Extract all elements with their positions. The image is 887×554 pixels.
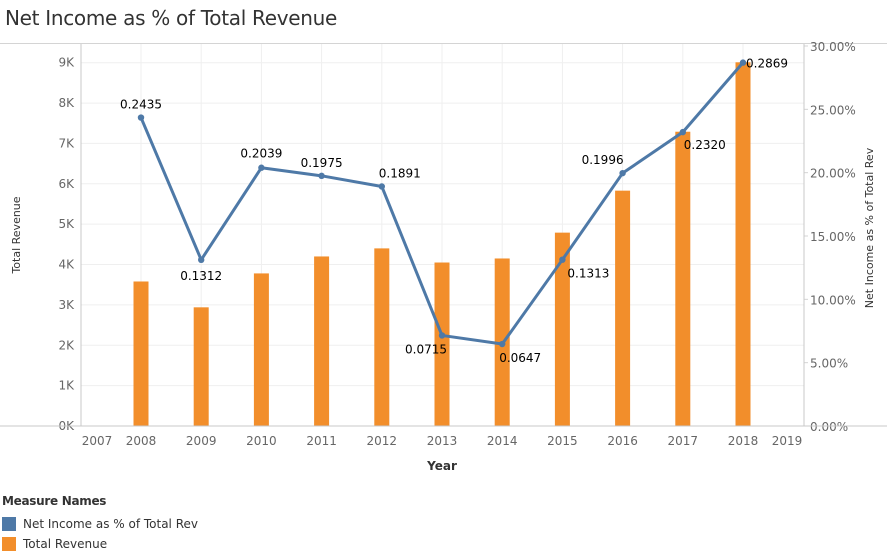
net-income-point — [378, 183, 385, 190]
revenue-bar — [554, 232, 570, 426]
revenue-bar — [253, 273, 269, 426]
net-income-line: 0.2435 0.1312 0.2039 0.1975 0.1891 0.0715 0.06… — [120, 57, 788, 365]
x-tick-label: 2011 — [306, 434, 337, 448]
data-label: 0.2039 — [240, 147, 282, 161]
y-right-tick-label: 20.00% — [810, 167, 856, 181]
data-label: 0.2435 — [120, 98, 162, 112]
y-left-tick-label: 2K — [58, 338, 75, 352]
revenue-bar — [314, 256, 330, 426]
data-label: 0.0647 — [499, 351, 541, 365]
legend-label: Total Revenue — [23, 537, 108, 551]
data-label: 0.2869 — [746, 57, 788, 71]
legend-label: Net Income as % of Total Rev — [23, 517, 198, 531]
data-label: 0.2320 — [684, 138, 726, 152]
y-right-tick-label: 15.00% — [810, 230, 856, 244]
y-right-tick-label: 0.00% — [810, 420, 848, 434]
data-label: 0.0715 — [405, 342, 447, 356]
y-left-tick-label: 5K — [58, 217, 75, 231]
y-right-tick-label: 10.00% — [810, 293, 856, 307]
legend-swatch-net-income — [2, 517, 16, 531]
y-left-tick-label: 8K — [58, 96, 75, 110]
x-tick-label: 2018 — [728, 434, 759, 448]
legend-title: Measure Names — [2, 494, 107, 508]
y-right-tick-label: 25.00% — [810, 103, 856, 117]
net-income-point — [318, 172, 325, 180]
y-left-tick-label: 9K — [58, 56, 75, 70]
data-label: 0.1996 — [582, 153, 624, 167]
net-income-point — [739, 59, 747, 66]
y-right-tick-label: 5.00% — [810, 357, 848, 371]
combo-chart: 0.2435 0.1312 0.2039 0.1975 0.1891 0.0715 0.06… — [0, 40, 887, 473]
y-left-tick-label: 6K — [58, 177, 75, 191]
x-tick-label: 2015 — [547, 434, 578, 448]
x-tick-label: 2016 — [607, 434, 638, 448]
net-income-point — [499, 340, 506, 348]
title-divider — [0, 43, 887, 44]
axes: 0K1K2K3K4K5K6K7K8K9K0.00%5.00%10.00%15.0… — [0, 40, 887, 448]
revenue-bar — [133, 281, 149, 426]
y-axis-right-title: Net Income as % of Total Rev — [863, 147, 876, 308]
revenue-bar — [193, 307, 209, 426]
legend: Measure Names Net Income as % of Total R… — [2, 494, 198, 554]
revenue-bar — [735, 62, 751, 427]
legend-item-total-revenue[interactable]: Total Revenue — [2, 534, 198, 554]
y-left-tick-label: 3K — [58, 298, 75, 312]
data-label: 0.1975 — [301, 156, 343, 170]
revenue-bar — [675, 131, 691, 427]
legend-item-net-income[interactable]: Net Income as % of Total Rev — [2, 514, 198, 534]
revenue-bar — [374, 248, 390, 426]
chart-title: Net Income as % of Total Revenue — [5, 6, 338, 30]
x-axis-title: Year — [426, 459, 457, 473]
x-tick-label: 2019 — [772, 434, 803, 448]
legend-swatch-total-revenue — [2, 537, 16, 551]
y-left-tick-label: 1K — [58, 379, 75, 393]
x-tick-label: 2014 — [487, 434, 518, 448]
revenue-bars — [133, 62, 751, 427]
data-label: 0.1312 — [180, 269, 222, 283]
y-left-tick-label: 4K — [58, 258, 75, 272]
net-income-point — [438, 332, 446, 339]
net-income-point — [619, 169, 626, 177]
x-tick-label: 2010 — [246, 434, 277, 448]
net-income-point — [679, 128, 686, 136]
net-income-point — [198, 256, 205, 264]
revenue-bar — [615, 190, 631, 426]
x-tick-label: 2017 — [668, 434, 699, 448]
data-label: 0.1313 — [567, 267, 609, 281]
net-income-point — [137, 114, 145, 121]
y-right-tick-label: 30.00% — [810, 40, 856, 54]
x-tick-label: 2008 — [126, 434, 157, 448]
x-tick-label: 2012 — [367, 434, 398, 448]
x-tick-label: 2013 — [427, 434, 458, 448]
y-left-tick-label: 7K — [58, 136, 75, 150]
net-income-point — [559, 256, 566, 263]
data-label: 0.1891 — [379, 166, 421, 180]
net-income-point — [258, 164, 265, 171]
x-tick-label: 2007 — [82, 434, 113, 448]
x-tick-label: 2009 — [186, 434, 217, 448]
y-axis-left-title: Total Revenue — [10, 196, 23, 274]
revenue-bar — [434, 262, 450, 426]
